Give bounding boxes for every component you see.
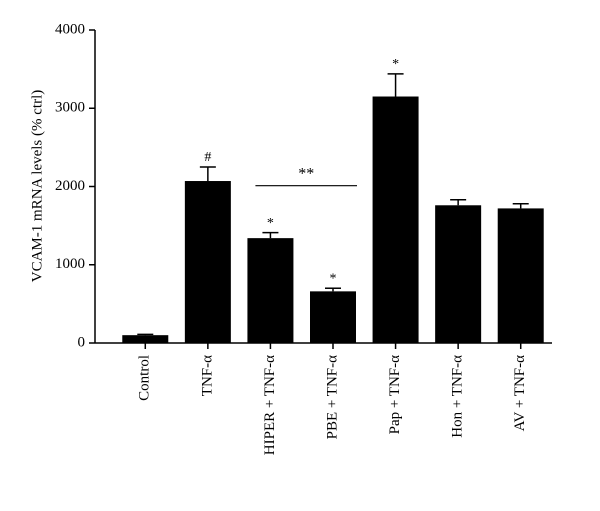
- x-tick-label: TNF-α: [199, 355, 215, 396]
- bar: [310, 291, 356, 343]
- significance-marker: *: [267, 216, 274, 231]
- bracket-label: **: [298, 165, 314, 182]
- y-tick-label: 4000: [55, 21, 85, 37]
- y-tick-label: 0: [78, 334, 86, 350]
- bar: [435, 205, 482, 343]
- bar: [122, 335, 169, 343]
- significance-marker: *: [392, 57, 399, 72]
- x-tick-label: PBE + TNF-α: [324, 355, 340, 440]
- bar: [247, 238, 294, 343]
- bar: [184, 181, 231, 343]
- bar: [497, 208, 544, 343]
- significance-marker: #: [204, 150, 211, 165]
- x-tick-label: Pap + TNF-α: [387, 355, 403, 435]
- x-tick-label: Hon + TNF-α: [450, 355, 466, 438]
- y-tick-label: 1000: [55, 256, 85, 272]
- significance-marker: *: [330, 271, 337, 286]
- x-tick-label: HIPER + TNF-α: [262, 355, 278, 455]
- x-tick-label: Control: [137, 355, 153, 401]
- bar: [372, 96, 419, 343]
- y-tick-label: 3000: [55, 100, 85, 116]
- y-tick-label: 2000: [55, 178, 85, 194]
- y-axis-label: VCAM-1 mRNA levels (% ctrl): [29, 90, 45, 282]
- x-tick-label: AV + TNF-α: [512, 355, 528, 431]
